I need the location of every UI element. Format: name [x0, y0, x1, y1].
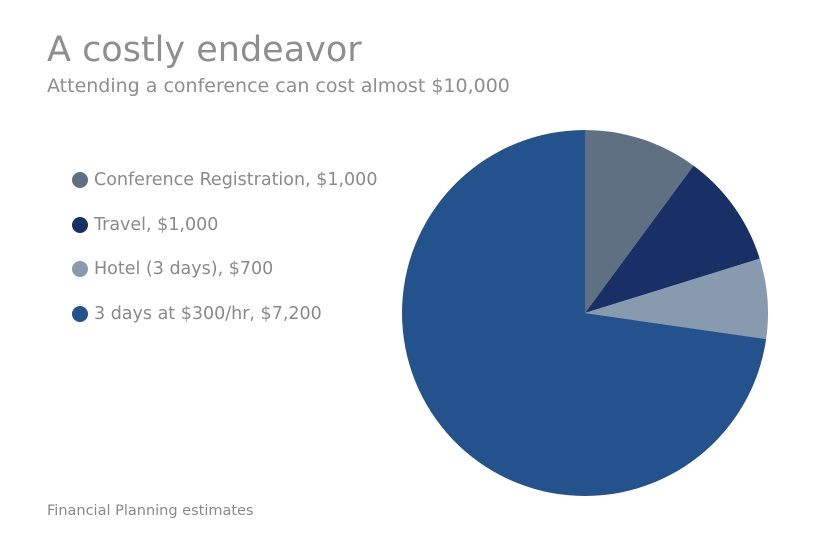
pie-slice-travel — [585, 165, 760, 313]
legend-item-travel: Travel, $1,000 — [72, 210, 377, 240]
pie-slice-registration — [585, 130, 694, 313]
legend-marker — [72, 216, 88, 233]
legend-item-hours: 3 days at $300/hr, $7,200 — [72, 299, 377, 329]
pie-slice-hours — [402, 130, 767, 496]
legend-marker — [72, 305, 88, 322]
legend-marker — [72, 172, 88, 188]
pie-slices — [402, 130, 769, 496]
legend-marker — [72, 261, 88, 277]
source-note: Financial Planning estimates — [47, 503, 254, 519]
legend-item-registration: Conference Registration, $1,000 — [72, 165, 377, 195]
legend-label: 3 days at $300/hr, $7,200 — [94, 303, 322, 324]
legend-label: Hotel (3 days), $700 — [94, 259, 274, 279]
legend-label: Travel, $1,000 — [94, 214, 219, 235]
chart-subtitle: Attending a conference can cost almost $… — [47, 75, 510, 97]
legend-label: Conference Registration, $1,000 — [94, 170, 378, 190]
legend-item-hotel: Hotel (3 days), $700 — [72, 254, 377, 284]
legend: Conference Registration, $1,000 Travel, … — [72, 165, 377, 343]
chart-title: A costly endeavor — [47, 30, 362, 70]
pie-slice-hotel — [585, 258, 769, 340]
